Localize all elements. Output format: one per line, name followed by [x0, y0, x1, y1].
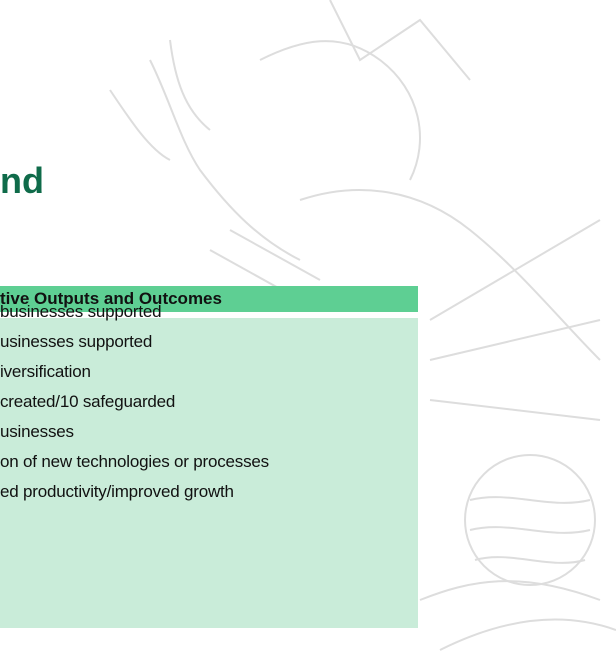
table-row: iversification	[0, 362, 91, 381]
table-body: businesses supported usinesses supported i…	[0, 302, 418, 628]
table-row: created/10 safeguarded	[0, 392, 176, 411]
table-row: businesses supported	[0, 302, 162, 321]
slide-title: nd	[0, 160, 44, 201]
table-header: tive Outputs and Outcomes	[0, 286, 418, 312]
table-row: on of new technologies or processes	[0, 452, 269, 471]
table-row: ed productivity/improved growth	[0, 482, 234, 501]
table-row: usinesses supported	[0, 332, 153, 351]
table-row: usinesses	[0, 422, 74, 441]
